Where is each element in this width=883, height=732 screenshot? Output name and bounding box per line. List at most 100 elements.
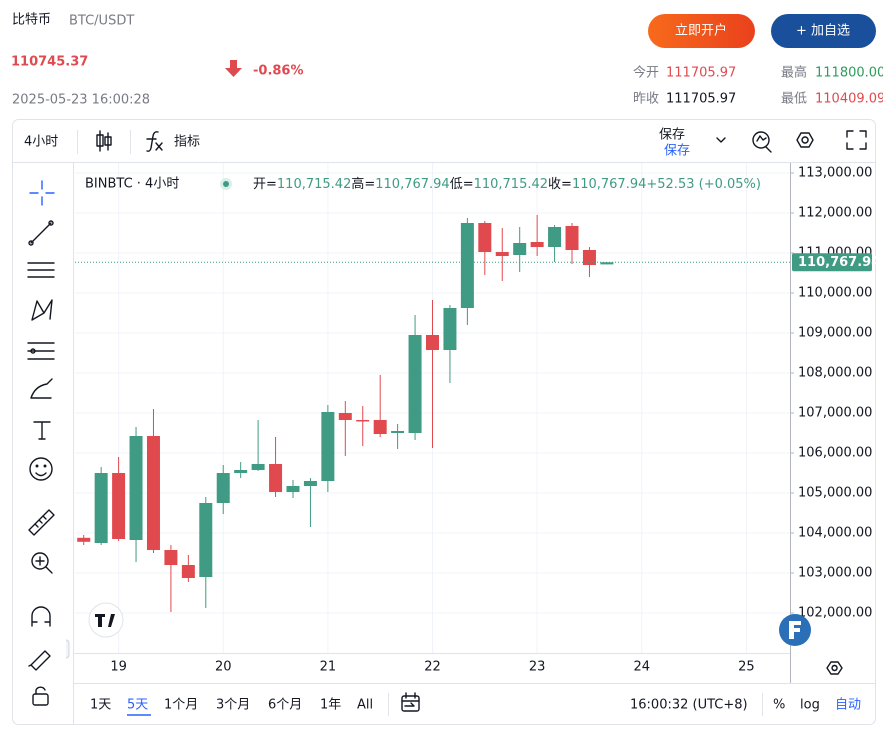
candle-body	[582, 250, 596, 265]
timestamp: 2025-05-23 16:00:28	[12, 93, 150, 108]
bottom-bar: 1天 5天 1个月 3个月 6个月 1年 All	[90, 698, 373, 716]
stat-value: 111800.00	[815, 66, 883, 81]
percent-toggle[interactable]: %	[773, 698, 785, 713]
candle-body	[146, 436, 160, 550]
candle-body	[530, 242, 544, 247]
range-button[interactable]: 5天	[127, 698, 148, 713]
fullscreen-icon[interactable]	[846, 130, 867, 150]
candle-body	[181, 565, 195, 578]
candle-body	[321, 412, 335, 481]
candle-body	[269, 464, 283, 492]
save-sub: 保存	[664, 144, 690, 159]
indicator-icon[interactable]	[146, 131, 163, 152]
goto-date-icon[interactable]	[401, 692, 420, 712]
plot: 102,000.00 103,000.00 104,000.00 105,000.00…	[75, 163, 880, 675]
asset-name: 比特币	[12, 13, 51, 28]
interval[interactable]: 4小时	[24, 135, 58, 150]
candle-body	[495, 252, 509, 256]
last-price-badge	[792, 253, 872, 272]
range-button[interactable]: All	[357, 698, 373, 713]
y-tick-label: 105,000.00	[798, 486, 872, 501]
tv-logo	[88, 602, 124, 638]
indicators[interactable]: 指标	[174, 135, 200, 150]
x-tick-label: 24	[633, 660, 650, 675]
x-tick-label: 25	[738, 660, 755, 675]
auto-toggle[interactable]: 自动	[835, 698, 861, 713]
stat-value: 111705.97	[666, 92, 736, 107]
stat-value: 110409.09	[815, 92, 883, 107]
candle-body	[460, 223, 474, 308]
range-button[interactable]: 1个月	[164, 698, 198, 713]
open-account-button[interactable]	[648, 14, 755, 48]
y-tick-label: 106,000.00	[798, 446, 872, 461]
watchlist-button[interactable]	[771, 14, 876, 48]
alert-icon[interactable]	[752, 131, 772, 153]
candle-body	[600, 262, 614, 265]
legend-value: 110,715.42	[474, 177, 548, 192]
stat-label: 今开	[633, 65, 659, 81]
x-tick-label: 22	[424, 660, 441, 675]
legend-values: 开=110,715.42高=110,767.94低=110,715.42收=11…	[253, 176, 761, 192]
price-change: -0.86%	[253, 64, 304, 79]
open-account-label[interactable]: 立即开户	[675, 23, 727, 39]
collapse-handle[interactable]	[65, 639, 70, 659]
legend-value: 110,715.42	[277, 177, 351, 192]
legend-symbol: BINBTC · 4小时	[85, 177, 179, 192]
drawing-tools[interactable]	[27, 180, 55, 706]
x-tick-label: 23	[529, 660, 546, 675]
x-tick-label: 21	[320, 660, 337, 675]
site-badge[interactable]	[779, 614, 811, 646]
legend-value: 110,767.94	[572, 177, 646, 192]
y-tick-label: 107,000.00	[798, 406, 872, 421]
legend-change: +52.53 (+0.05%)	[646, 177, 761, 192]
candle-body	[373, 420, 387, 434]
candle-body	[303, 481, 317, 486]
candle-body	[356, 420, 370, 422]
candle-body	[112, 473, 126, 539]
range-button[interactable]: 1天	[90, 698, 111, 713]
candle-body	[94, 473, 108, 543]
save[interactable]: 保存	[659, 128, 685, 143]
range-button[interactable]: 1年	[320, 698, 341, 713]
candle-body	[251, 464, 265, 470]
watchlist-label[interactable]: + 加自选	[796, 24, 850, 39]
save-menu[interactable]	[716, 137, 726, 143]
price: 110745.37	[11, 55, 88, 70]
candle-body	[426, 335, 439, 350]
candle-body	[234, 470, 248, 473]
candle-body	[216, 473, 230, 503]
status-dot-core	[223, 181, 229, 187]
candle-body	[338, 413, 352, 420]
settings-icon[interactable]	[796, 132, 814, 148]
legend-key: 开=	[253, 177, 277, 192]
range-button[interactable]: 3个月	[216, 698, 250, 713]
y-tick-label: 108,000.00	[798, 366, 872, 381]
y-tick-label: 110,000.00	[798, 286, 872, 301]
candle-body	[77, 537, 91, 542]
y-tick-label: 109,000.00	[798, 326, 872, 341]
log-toggle[interactable]: log	[800, 698, 820, 713]
candle-body	[548, 227, 562, 247]
candle-body	[513, 243, 527, 255]
asset-symbol: BTC/USDT	[69, 14, 134, 29]
axis-settings[interactable]	[826, 661, 843, 675]
candle-body	[408, 335, 422, 433]
clock: 16:00:32 (UTC+8)	[630, 698, 748, 713]
stat-value: 111705.97	[666, 66, 736, 81]
stat-label: 最低	[781, 92, 807, 107]
candle-body	[286, 486, 300, 492]
last-price-label: 110,767.94	[798, 255, 880, 270]
candle-body	[164, 550, 178, 565]
x-tick-label: 19	[110, 660, 127, 675]
candle-body	[478, 223, 492, 252]
y-tick-label: 104,000.00	[798, 526, 872, 541]
legend-key: 高=	[351, 176, 375, 192]
stat-label: 最高	[781, 65, 807, 81]
range-button[interactable]: 6个月	[268, 698, 302, 713]
candle-body	[443, 308, 457, 350]
candle-body	[391, 431, 405, 433]
candle-body	[565, 226, 579, 250]
chart-type-icon[interactable]	[96, 130, 112, 152]
legend-value: 110,767.94	[375, 177, 449, 192]
